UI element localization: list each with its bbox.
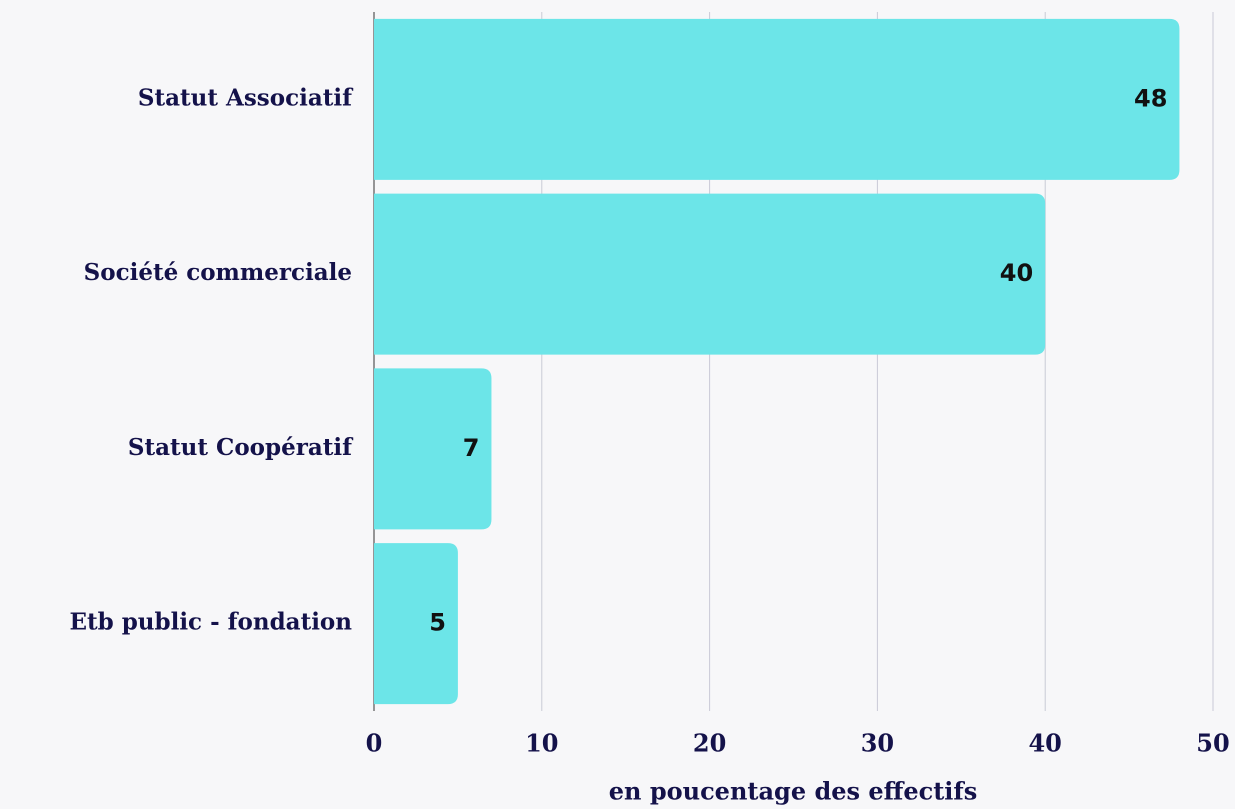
x-tick-label: 30	[861, 729, 894, 758]
y-tick-label: Société commerciale	[84, 259, 352, 286]
value-label: 7	[463, 434, 480, 462]
bar	[374, 368, 492, 530]
value-label: 40	[1000, 259, 1033, 287]
value-label: 5	[429, 609, 446, 637]
bar	[374, 543, 458, 705]
y-tick-label: Statut Coopératif	[128, 434, 354, 461]
x-tick-label: 20	[693, 729, 726, 758]
bar	[374, 193, 1046, 355]
value-label: 48	[1134, 84, 1167, 112]
x-axis-label: en poucentage des effectifs	[609, 777, 978, 806]
x-tick-label: 0	[366, 729, 383, 758]
y-tick-label: Statut Associatif	[138, 84, 354, 111]
x-tick-label: 40	[1028, 729, 1061, 758]
bar	[374, 18, 1180, 180]
x-tick-label: 10	[525, 729, 558, 758]
x-tick-label: 50	[1196, 729, 1229, 758]
y-tick-label: Etb public - fondation	[69, 609, 352, 636]
